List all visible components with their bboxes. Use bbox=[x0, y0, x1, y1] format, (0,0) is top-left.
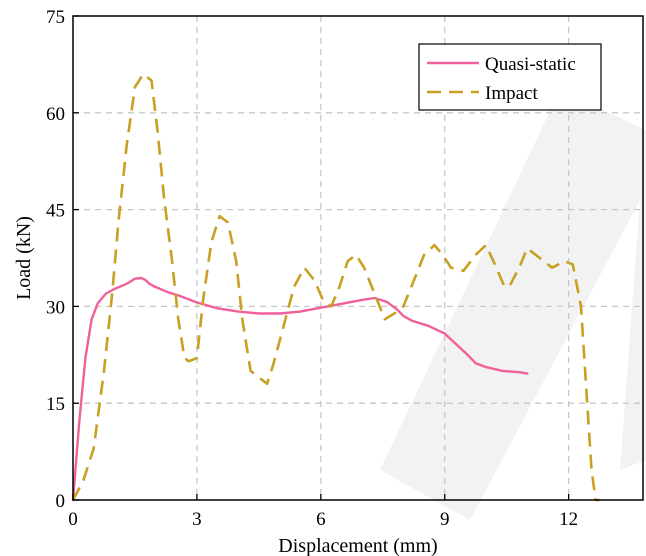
y-tick-label: 0 bbox=[56, 491, 66, 512]
x-tick-label: 12 bbox=[559, 509, 578, 530]
axis-ticks: 0 3 6 9 12 0 15 30 45 60 75 bbox=[46, 7, 578, 530]
plot-frame bbox=[72, 15, 644, 501]
watermark-graphic bbox=[380, 90, 646, 520]
x-axis-label: Displacement (mm) bbox=[278, 535, 437, 556]
series-layer bbox=[71, 72, 600, 502]
y-axis-label: Load (kN) bbox=[13, 216, 35, 300]
x-tick-label: 9 bbox=[440, 509, 450, 530]
series-line-quasi-static bbox=[71, 276, 529, 502]
x-tick-label: 6 bbox=[316, 509, 326, 530]
legend: Quasi-static Impact bbox=[418, 43, 602, 111]
y-tick-label: 30 bbox=[46, 297, 65, 318]
x-tick-label: 3 bbox=[192, 509, 202, 530]
series-line-impact bbox=[71, 72, 600, 502]
y-tick-label: 60 bbox=[46, 104, 65, 125]
legend-box bbox=[418, 43, 602, 111]
legend-label: Impact bbox=[485, 83, 538, 104]
x-tick-label: 0 bbox=[68, 509, 78, 530]
y-tick-label: 15 bbox=[46, 394, 65, 415]
legend-label: Quasi-static bbox=[485, 54, 576, 75]
y-tick-label: 75 bbox=[46, 7, 65, 28]
y-tick-label: 45 bbox=[46, 201, 65, 222]
